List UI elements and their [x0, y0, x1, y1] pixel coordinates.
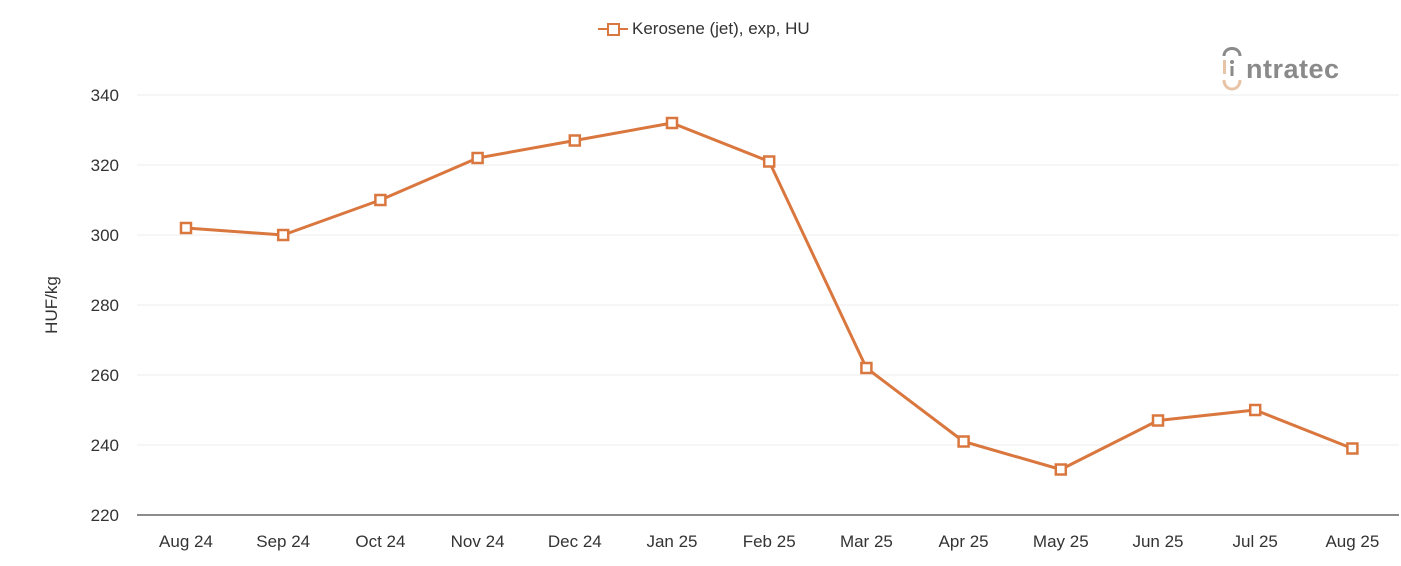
data-point-marker[interactable] [1054, 463, 1068, 476]
y-axis-ticks: 220 240 260 280 300 320 340 [91, 86, 119, 525]
x-tick-label: Feb 25 [743, 532, 796, 551]
y-tick-label: 300 [91, 226, 119, 245]
logo-text: ntratec [1246, 53, 1340, 84]
x-tick-label: Dec 24 [548, 532, 602, 551]
gridlines [137, 94, 1399, 446]
y-axis-label: HUF/kg [42, 276, 61, 334]
x-tick-label: Nov 24 [451, 532, 505, 551]
y-tick-label: 340 [91, 86, 119, 105]
data-point-marker[interactable] [860, 361, 873, 375]
data-point-marker[interactable] [276, 228, 290, 242]
x-tick-label: Oct 24 [355, 532, 405, 551]
legend-label: Kerosene (jet), exp, HU [632, 19, 810, 38]
data-point-marker[interactable] [179, 221, 193, 235]
legend-square-marker-icon [598, 22, 628, 36]
x-tick-label: Sep 24 [256, 532, 310, 551]
intratec-logo-icon [1222, 47, 1242, 91]
x-tick-label: Jul 25 [1233, 532, 1278, 551]
series-markers [179, 116, 1359, 476]
y-tick-label: 220 [91, 506, 119, 525]
y-tick-label: 280 [91, 296, 119, 315]
x-tick-label: Mar 25 [840, 532, 893, 551]
y-tick-label: 260 [91, 366, 119, 385]
intratec-logo: ntratec [1220, 42, 1340, 96]
x-tick-label: Aug 24 [159, 532, 213, 551]
y-tick-label: 320 [91, 156, 119, 175]
data-point-marker[interactable] [1346, 442, 1359, 455]
x-tick-label: Apr 25 [939, 532, 989, 551]
data-point-marker[interactable] [665, 116, 679, 130]
y-tick-label: 240 [91, 436, 119, 455]
x-tick-label: Jan 25 [646, 532, 697, 551]
data-point-marker[interactable] [471, 151, 484, 165]
legend[interactable]: Kerosene (jet), exp, HU [598, 17, 810, 41]
x-tick-label: May 25 [1033, 532, 1089, 551]
data-point-marker[interactable] [568, 134, 582, 147]
data-point-marker[interactable] [1248, 403, 1262, 417]
data-point-marker[interactable] [1151, 414, 1165, 427]
series-line-kerosene [185, 121, 1353, 471]
x-tick-label: Aug 25 [1325, 532, 1379, 551]
data-point-marker[interactable] [957, 435, 970, 448]
x-axis-ticks: Aug 24 Sep 24 Oct 24 Nov 24 Dec 24 Jan 25 Feb … [159, 532, 1379, 551]
data-point-marker[interactable] [374, 193, 387, 207]
x-tick-label: Jun 25 [1132, 532, 1183, 551]
data-point-marker[interactable] [762, 155, 776, 168]
